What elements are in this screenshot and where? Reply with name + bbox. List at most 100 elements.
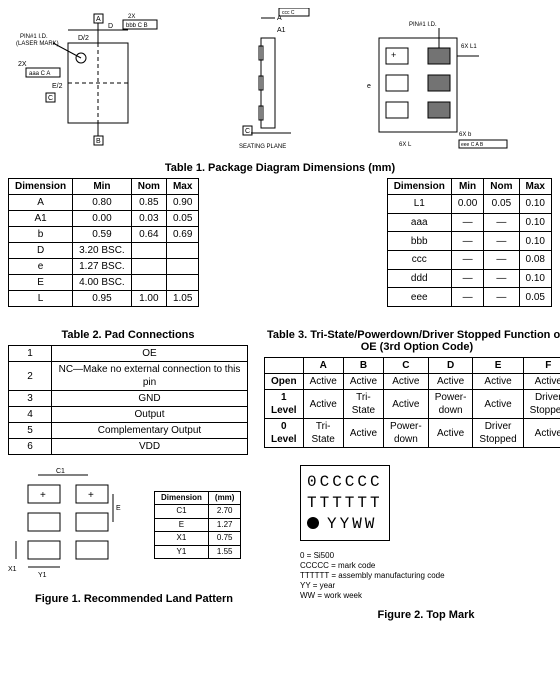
table-cell: 0.05 bbox=[484, 195, 519, 214]
pad-desc: Output bbox=[52, 407, 248, 423]
label-c: C bbox=[48, 95, 53, 102]
col-header: Min bbox=[451, 179, 483, 195]
table-cell: — bbox=[484, 288, 519, 307]
table-cell: — bbox=[451, 288, 483, 307]
table-cell: Active bbox=[384, 390, 429, 419]
table-cell: 0.10 bbox=[519, 213, 551, 232]
table-cell: — bbox=[484, 232, 519, 251]
table-cell: — bbox=[484, 250, 519, 269]
table-cell: — bbox=[451, 269, 483, 288]
col-header: Max bbox=[166, 179, 198, 195]
topmark-line3: YYWW bbox=[327, 515, 377, 533]
table-cell: Tri-State bbox=[303, 419, 343, 448]
table-row: eee——0.05 bbox=[387, 288, 551, 307]
table-cell: ccc bbox=[387, 250, 451, 269]
table-row: 0 LevelTri-StateActivePower-downActiveDr… bbox=[265, 419, 560, 448]
col-header: (mm) bbox=[208, 492, 241, 505]
label-a: A bbox=[96, 16, 101, 23]
table-cell: b bbox=[9, 227, 73, 243]
table-cell: aaa bbox=[387, 213, 451, 232]
topmark-line2: TTTTTT bbox=[307, 493, 383, 514]
table-cell: eee bbox=[387, 288, 451, 307]
col-header: A bbox=[303, 358, 343, 374]
pin1-note: PIN#1 I.D. bbox=[20, 34, 48, 40]
lp-x1: X1 bbox=[8, 566, 17, 573]
datum-ccc: ccc C bbox=[282, 10, 295, 16]
plus-mark: + bbox=[391, 50, 396, 60]
top-mark-box: 0CCCCC TTTTTT YYWW bbox=[300, 465, 390, 541]
table-cell: E bbox=[155, 518, 209, 531]
table1-right: DimensionMinNomMax L10.000.050.10aaa——0.… bbox=[387, 178, 552, 307]
legend-line: YY = year bbox=[300, 581, 552, 591]
figure1-caption: Figure 1. Recommended Land Pattern bbox=[8, 593, 260, 605]
table-cell: Active bbox=[343, 419, 383, 448]
table-cell: Power-down bbox=[428, 390, 473, 419]
lp-e: E bbox=[116, 505, 121, 512]
col-header: F bbox=[523, 358, 560, 374]
pad-num: 3 bbox=[9, 391, 52, 407]
table-cell bbox=[166, 259, 198, 275]
table-cell: Driver Stopped bbox=[473, 419, 523, 448]
table-cell: e bbox=[9, 259, 73, 275]
col-header: Nom bbox=[131, 179, 166, 195]
label-d: D bbox=[108, 23, 113, 30]
pad-desc: GND bbox=[52, 391, 248, 407]
pin1-note2: (LASER MARK) bbox=[16, 41, 59, 47]
table-row: OpenActiveActiveActiveActiveActiveActive bbox=[265, 374, 560, 390]
table-cell: 0.10 bbox=[519, 195, 551, 214]
table-cell: 0.08 bbox=[519, 250, 551, 269]
table-row: L0.951.001.05 bbox=[9, 291, 199, 307]
table-row: L10.000.050.10 bbox=[387, 195, 551, 214]
table-row: E1.27 bbox=[155, 518, 241, 531]
table-cell: A bbox=[9, 195, 73, 211]
top-mark-legend: 0 = Si500CCCCC = mark codeTTTTTT = assem… bbox=[300, 551, 552, 601]
table-cell: — bbox=[451, 232, 483, 251]
table-cell: 0.03 bbox=[131, 211, 166, 227]
pad-desc: NC—Make no external connection to this p… bbox=[52, 362, 248, 391]
table2: 1OE2NC—Make no external connection to th… bbox=[8, 345, 248, 455]
table-cell: 0.05 bbox=[166, 211, 198, 227]
table3-title: Table 3. Tri-State/Powerdown/Driver Stop… bbox=[260, 329, 560, 353]
table-cell: — bbox=[451, 213, 483, 232]
land-pattern-diagram: C1 ++ E X1 Y1 bbox=[8, 465, 148, 585]
table-cell: X1 bbox=[155, 532, 209, 545]
col-header: Min bbox=[73, 179, 132, 195]
table-cell: 3.20 BSC. bbox=[73, 243, 132, 259]
table-cell: 0.00 bbox=[73, 211, 132, 227]
table-cell: D bbox=[9, 243, 73, 259]
pad-num: 6 bbox=[9, 439, 52, 455]
col-header: Dimension bbox=[387, 179, 451, 195]
seating-plane-label: SEATING PLANE bbox=[239, 144, 286, 150]
table-row: aaa——0.10 bbox=[387, 213, 551, 232]
pad-num: 1 bbox=[9, 346, 52, 362]
table-cell bbox=[131, 275, 166, 291]
table-cell: E bbox=[9, 275, 73, 291]
table-cell: — bbox=[484, 269, 519, 288]
label-b: B bbox=[96, 138, 101, 145]
table-cell: 1.05 bbox=[166, 291, 198, 307]
table-row: bbb——0.10 bbox=[387, 232, 551, 251]
legend-line: TTTTTT = assembly manufacturing code bbox=[300, 571, 552, 581]
package-diagram-bottom: + PIN#1 I.D. 6X L1 e 6X L 6X b eee C A B bbox=[339, 8, 552, 158]
col-header: Max bbox=[519, 179, 551, 195]
table-cell: 0.69 bbox=[166, 227, 198, 243]
table-row: A0.800.850.90 bbox=[9, 195, 199, 211]
table-cell: Active bbox=[428, 419, 473, 448]
table-cell: Active bbox=[523, 419, 560, 448]
table-cell: 0.95 bbox=[73, 291, 132, 307]
table-cell: 0.10 bbox=[519, 269, 551, 288]
pad-num: 2 bbox=[9, 362, 52, 391]
table-row: ddd——0.10 bbox=[387, 269, 551, 288]
table-cell: 1.27 BSC. bbox=[73, 259, 132, 275]
table-cell: Active bbox=[428, 374, 473, 390]
six-b: 6X b bbox=[459, 132, 472, 138]
col-header: C bbox=[384, 358, 429, 374]
table-cell: Active bbox=[303, 374, 343, 390]
table-cell: 0.59 bbox=[73, 227, 132, 243]
table-cell: 0 Level bbox=[265, 419, 304, 448]
table3: ABCDEF OpenActiveActiveActiveActiveActiv… bbox=[264, 357, 560, 448]
col-header: E bbox=[473, 358, 523, 374]
label-e2: E/2 bbox=[52, 83, 63, 90]
table-cell: 1.27 bbox=[208, 518, 241, 531]
six-l1: 6X L1 bbox=[461, 44, 477, 50]
